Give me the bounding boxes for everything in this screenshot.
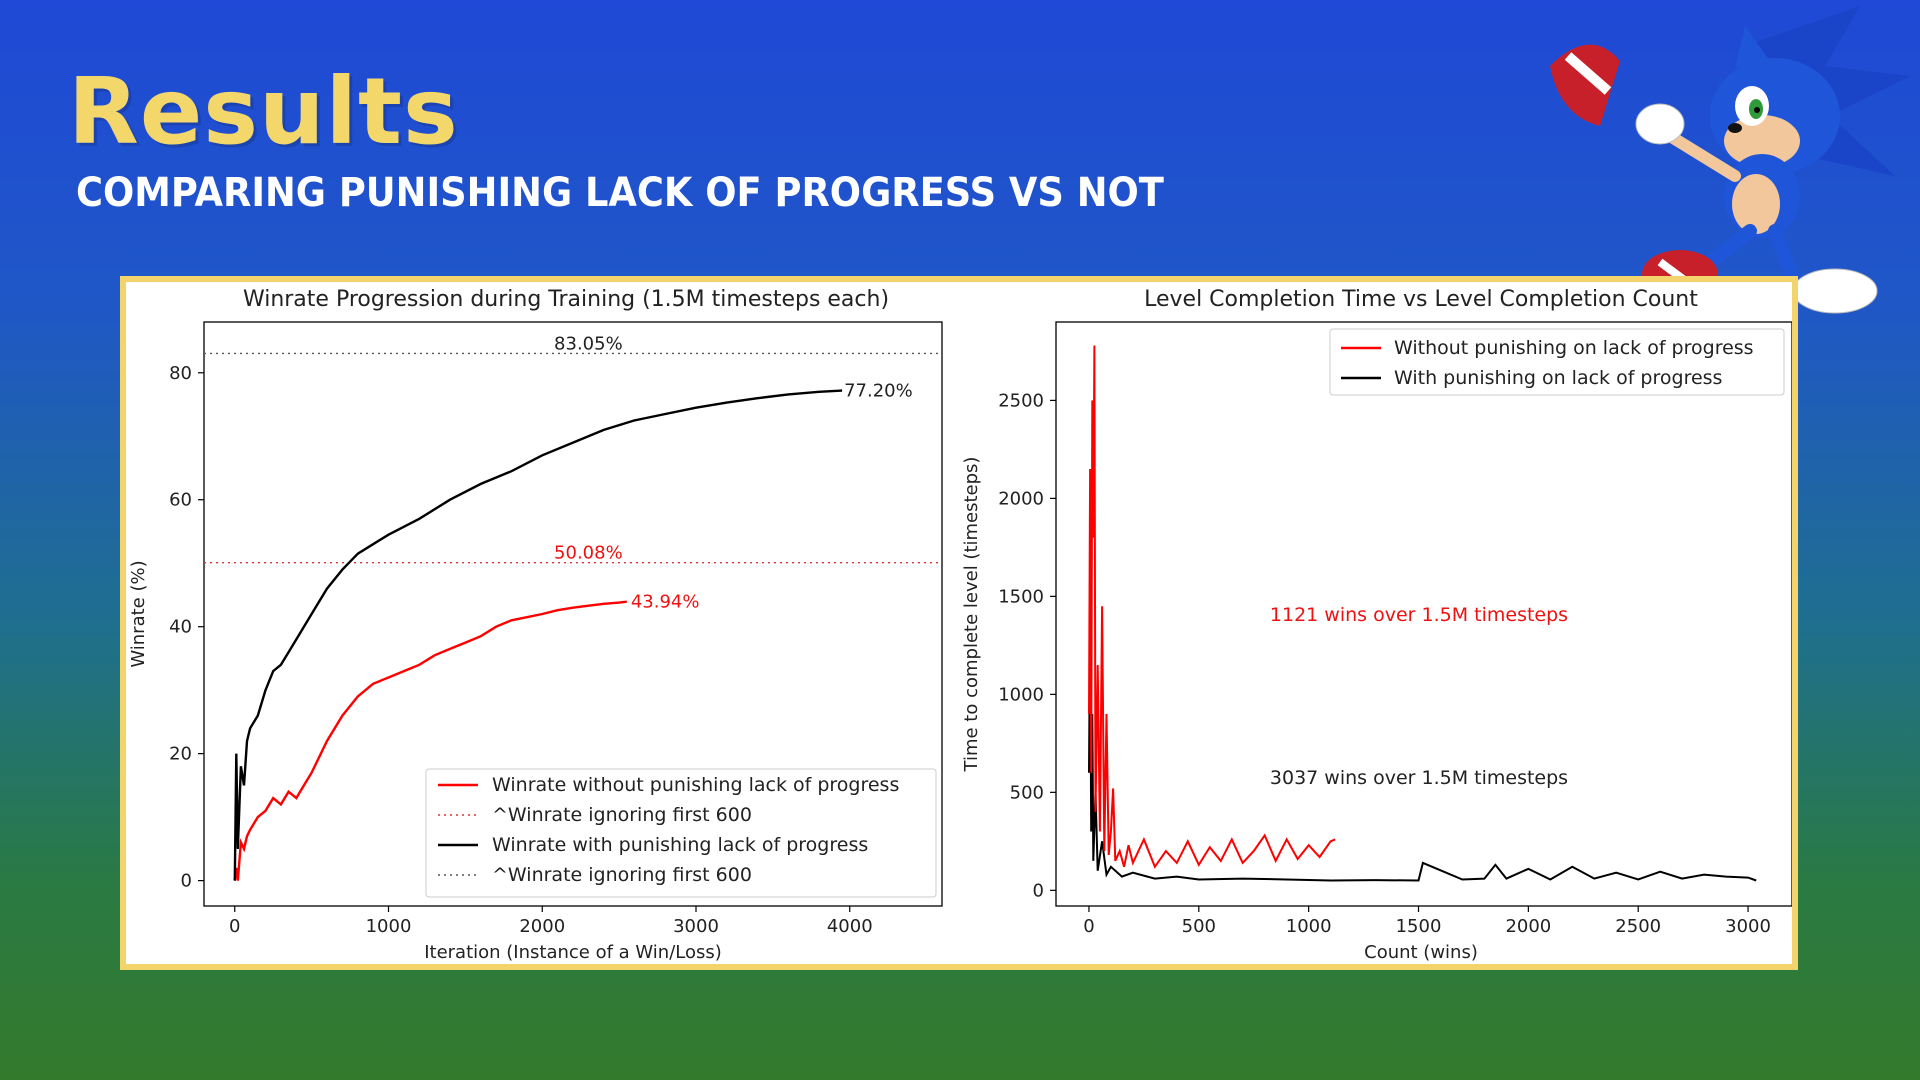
completion-chart: Level Completion Time vs Level Completio… [961,287,1792,963]
completion-ytick-label: 1000 [998,684,1044,705]
completion-ytick-label: 500 [1010,782,1044,803]
winrate-xtick-label: 4000 [827,916,873,937]
winrate-plot-frame [203,321,943,907]
completion-xtick-label: 500 [1182,916,1216,937]
legend-entry-black-solid: Winrate with punishing lack of progress [492,834,868,856]
completion-y-axis: 0 500 1000 1500 2000 2500 [998,390,1056,901]
winrate-xtick-label: 0 [229,916,240,937]
winrate-83-label: 83.05% [554,333,623,354]
slide-title: Results [68,58,459,165]
winrate-ytick-label: 60 [169,490,192,511]
charts-svg: Winrate Progression during Training (1.5… [128,287,1792,963]
annotation-3037-wins: 3037 wins over 1.5M timesteps [1270,767,1568,789]
legend-entry-without: Without punishing on lack of progress [1394,337,1754,359]
winrate-50-label: 50.08% [554,543,623,564]
winrate-without-punishing-line [233,600,627,881]
winrate-end-label-black: 77.20% [844,381,913,402]
annotation-1121-wins: 1121 wins over 1.5M timesteps [1270,604,1568,626]
winrate-ytick-label: 40 [169,617,192,638]
winrate-ytick-label: 0 [181,871,192,892]
legend-entry-red-solid: Winrate without punishing lack of progre… [492,774,899,796]
winrate-chart-title: Winrate Progression during Training (1.5… [243,287,889,312]
winrate-end-label-red: 43.94% [631,592,700,613]
winrate-xtick-label: 3000 [673,916,719,937]
slide-subtitle: Comparing punishing lack of progress vs … [76,170,1164,216]
completion-x-label: Count (wins) [1364,942,1478,963]
winrate-legend-box [425,768,937,898]
completion-ytick-label: 2500 [998,390,1044,411]
completion-chart-title: Level Completion Time vs Level Completio… [1144,287,1698,312]
completion-xtick-label: 2000 [1505,916,1551,937]
completion-ytick-label: 2000 [998,488,1044,509]
completion-without-punishing-line [1088,345,1336,869]
legend-entry-black-dotted: ^Winrate ignoring first 600 [492,864,752,886]
completion-with-punishing-line [1088,619,1757,882]
completion-xtick-label: 3000 [1725,916,1771,937]
winrate-xtick-label: 2000 [519,916,565,937]
completion-y-label: Time to complete level (timesteps) [961,457,982,773]
completion-xtick-label: 1500 [1396,916,1442,937]
legend-entry-with: With punishing on lack of progress [1394,367,1722,389]
winrate-chart: Winrate Progression during Training (1.5… [128,287,943,963]
sonic-hedgehog-icon [1550,6,1910,314]
winrate-legend: Winrate without punishing lack of progre… [425,768,937,898]
winrate-xtick-label: 1000 [366,916,412,937]
legend-entry-red-dotted: ^Winrate ignoring first 600 [492,804,752,826]
completion-plot-frame [1055,321,1792,907]
charts-panel: Winrate Progression during Training (1.5… [120,276,1798,970]
completion-xtick-label: 2500 [1615,916,1661,937]
winrate-x-label: Iteration (Instance of a Win/Loss) [424,942,722,963]
completion-ytick-label: 1500 [998,586,1044,607]
winrate-ytick-label: 80 [169,363,192,384]
completion-xtick-label: 0 [1083,916,1094,937]
winrate-y-label: Winrate (%) [128,560,149,667]
winrate-x-axis: 0 1000 2000 3000 4000 [229,906,873,937]
completion-ytick-label: 0 [1033,880,1044,901]
completion-legend-box [1329,328,1785,396]
completion-x-axis: 0 500 1000 1500 2000 2500 3000 [1083,906,1771,937]
completion-legend: Without punishing on lack of progress Wi… [1329,328,1785,396]
winrate-ytick-label: 20 [169,744,192,765]
completion-xtick-label: 1000 [1286,916,1332,937]
winrate-y-axis: 0 20 40 60 80 [169,363,204,892]
winrate-with-punishing-line [233,389,843,881]
